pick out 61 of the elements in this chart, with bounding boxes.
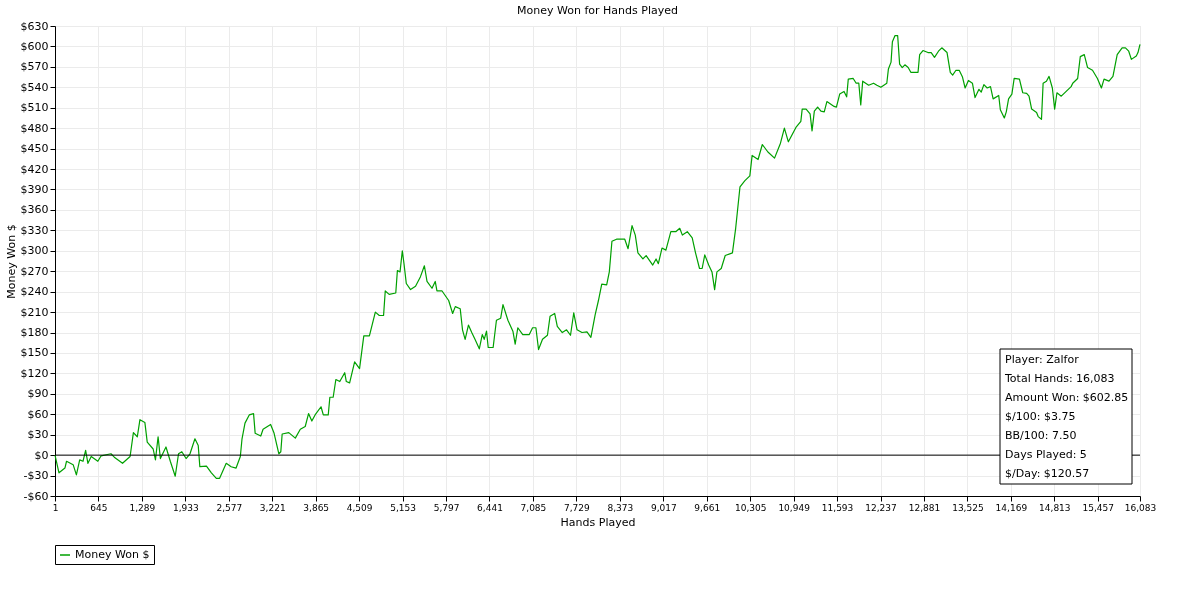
- y-tick-label: $210: [20, 305, 49, 319]
- x-tick-label: 12,881: [908, 502, 941, 513]
- x-tick-label: 16,083: [1124, 502, 1157, 513]
- x-tick-label: 14,169: [995, 502, 1028, 513]
- y-tick-label: $540: [20, 80, 49, 94]
- y-tick-label: $330: [20, 223, 49, 237]
- x-tick-label: 10,949: [778, 502, 811, 513]
- y-tick-label: $600: [20, 39, 49, 53]
- annotation: $/100: $3.75: [1005, 410, 1076, 423]
- x-tick-label: 7,085: [520, 502, 547, 513]
- x-tick-label: 15,457: [1082, 502, 1115, 513]
- chart-title: Money Won for Hands Played: [517, 4, 678, 17]
- y-tick-label: $270: [20, 264, 49, 278]
- y-tick-label: $630: [20, 19, 49, 33]
- y-tick-label: $450: [20, 142, 49, 156]
- x-tick-label: 3,221: [259, 502, 286, 513]
- y-axis-title: Money Won $: [4, 224, 18, 299]
- annotation: Player: Zalfor: [1005, 353, 1080, 366]
- y-tick-label: $570: [20, 60, 49, 74]
- y-tick-label: -$60: [23, 489, 49, 503]
- annotation: BB/100: 7.50: [1005, 429, 1077, 442]
- x-tick-label: 1,933: [172, 502, 199, 513]
- annotation: Days Played: 5: [1005, 448, 1087, 461]
- x-tick-label: 11,593: [821, 502, 854, 513]
- x-tick-label: 14,813: [1039, 502, 1071, 513]
- y-tick-label: -$30: [23, 469, 49, 483]
- y-tick-label: $360: [20, 203, 49, 217]
- x-tick-label: 13,525: [952, 502, 984, 513]
- y-tick-label: $480: [20, 121, 49, 135]
- y-tick-label: $0: [34, 448, 49, 462]
- x-tick-label: 12,237: [865, 502, 897, 513]
- annotation: $/Day: $120.57: [1005, 467, 1090, 480]
- y-tick-label: $30: [27, 428, 49, 442]
- x-tick-label: 5,797: [433, 502, 460, 513]
- x-tick-label: 3,865: [303, 502, 330, 513]
- y-tick-label: $150: [20, 346, 49, 360]
- x-tick-label: 1,289: [129, 502, 156, 513]
- annotation: Total Hands: 16,083: [1004, 372, 1115, 385]
- x-tick-label: 8,373: [607, 502, 634, 513]
- y-tick-label: $510: [20, 101, 49, 115]
- y-tick-label: $300: [20, 244, 49, 258]
- y-tick-label: $420: [20, 162, 49, 176]
- y-tick-label: $390: [20, 182, 49, 196]
- x-tick-label: 645: [90, 502, 108, 513]
- legend-label: Money Won $: [75, 548, 150, 561]
- x-tick-label: 5,153: [390, 502, 416, 513]
- y-tick-label: $240: [20, 285, 49, 299]
- x-tick-label: 7,729: [564, 502, 591, 513]
- x-tick-label: 2,577: [216, 502, 243, 513]
- y-tick-label: $60: [27, 407, 49, 421]
- x-tick-label: 9,017: [650, 502, 677, 513]
- y-tick-label: $180: [20, 326, 49, 340]
- x-tick-label: 10,305: [734, 502, 767, 513]
- x-axis-title: Hands Played: [560, 515, 636, 529]
- y-tick-label: $90: [27, 387, 49, 401]
- x-tick-label: 9,661: [694, 502, 721, 513]
- x-tick-label: 1: [52, 502, 59, 513]
- x-tick-label: 6,441: [477, 502, 503, 513]
- annotation: Amount Won: $602.85: [1005, 391, 1129, 404]
- y-tick-label: $120: [20, 366, 49, 380]
- x-tick-label: 4,509: [346, 502, 373, 513]
